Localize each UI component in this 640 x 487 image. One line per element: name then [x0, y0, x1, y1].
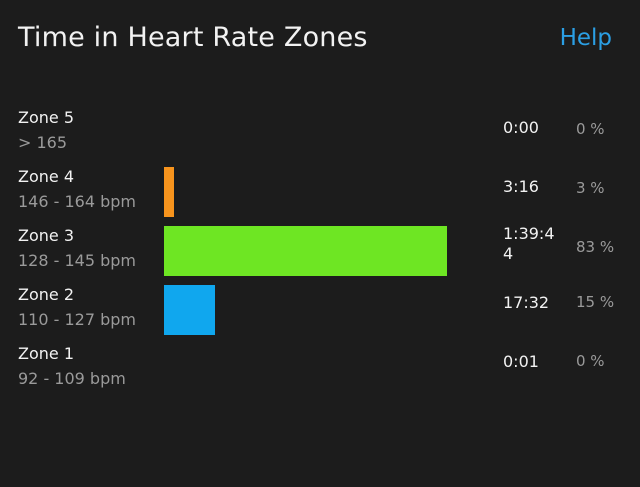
- zone-percent: 15 %: [576, 293, 615, 311]
- zone-time: 0:01: [503, 352, 539, 371]
- zone-row-1: Zone 1 92 - 109 bpm 0:01 0 %: [0, 336, 640, 394]
- zone-time: 17:32: [503, 293, 550, 312]
- zone-row-5: Zone 5 > 165 0:00 0 %: [0, 100, 640, 158]
- zone-row-4: Zone 4 146 - 164 bpm 3:16 3 %: [0, 159, 640, 217]
- zone-name: Zone 3: [18, 226, 74, 245]
- help-link[interactable]: Help: [559, 25, 612, 51]
- zone-time: 1:39:44: [503, 224, 555, 263]
- zone-row-3: Zone 3 128 - 145 bpm 1:39:44 83 %: [0, 218, 640, 276]
- zone-percent: 0 %: [576, 120, 605, 138]
- zone-bar: [164, 167, 174, 217]
- zone-time: 0:00: [503, 118, 539, 137]
- zone-row-2: Zone 2 110 - 127 bpm 17:32 15 %: [0, 277, 640, 335]
- zone-name: Zone 2: [18, 285, 74, 304]
- zone-bar: [164, 226, 447, 276]
- zone-name: Zone 4: [18, 167, 74, 186]
- zone-range: > 165: [18, 133, 68, 152]
- zone-name: Zone 5: [18, 108, 74, 127]
- zone-time: 3:16: [503, 177, 539, 196]
- zone-percent: 3 %: [576, 179, 605, 197]
- zone-range: 92 - 109 bpm: [18, 369, 126, 388]
- zone-range: 110 - 127 bpm: [18, 310, 137, 329]
- page-title: Time in Heart Rate Zones: [18, 22, 368, 53]
- zone-bar: [164, 285, 215, 335]
- zone-name: Zone 1: [18, 344, 74, 363]
- zone-percent: 0 %: [576, 352, 605, 370]
- zone-range: 128 - 145 bpm: [18, 251, 137, 270]
- header: Time in Heart Rate Zones Help: [0, 0, 640, 80]
- zone-range: 146 - 164 bpm: [18, 192, 137, 211]
- zone-percent: 83 %: [576, 238, 615, 256]
